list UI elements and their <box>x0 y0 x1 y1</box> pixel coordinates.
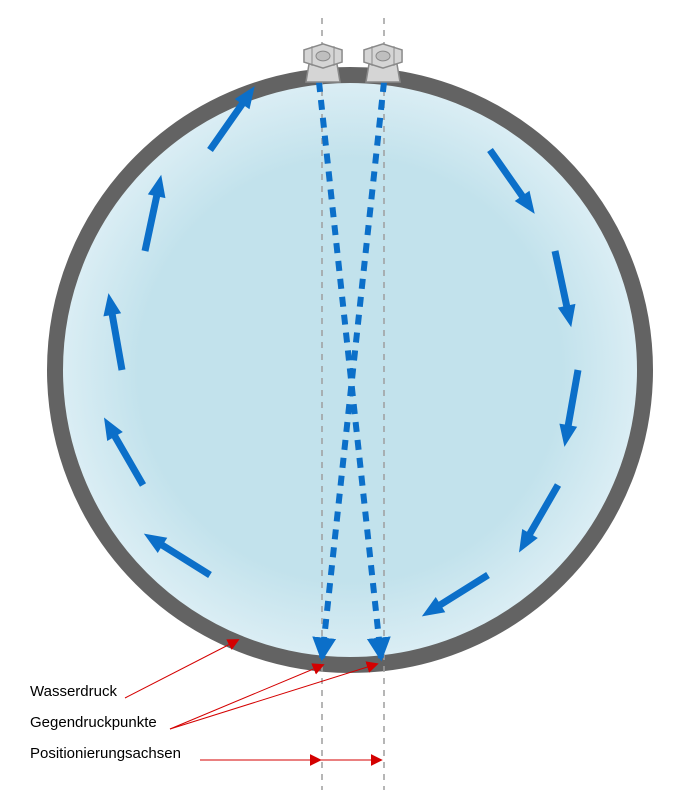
label-gegendruck: Gegendruckpunkte <box>30 714 157 731</box>
label-position: Positionierungsachsen <box>30 745 181 762</box>
label-wasserdruck: Wasserdruck <box>30 683 117 700</box>
diagram-svg <box>0 0 686 800</box>
diagram-container: Wasserdruck Gegendruckpunkte Positionier… <box>0 0 686 800</box>
